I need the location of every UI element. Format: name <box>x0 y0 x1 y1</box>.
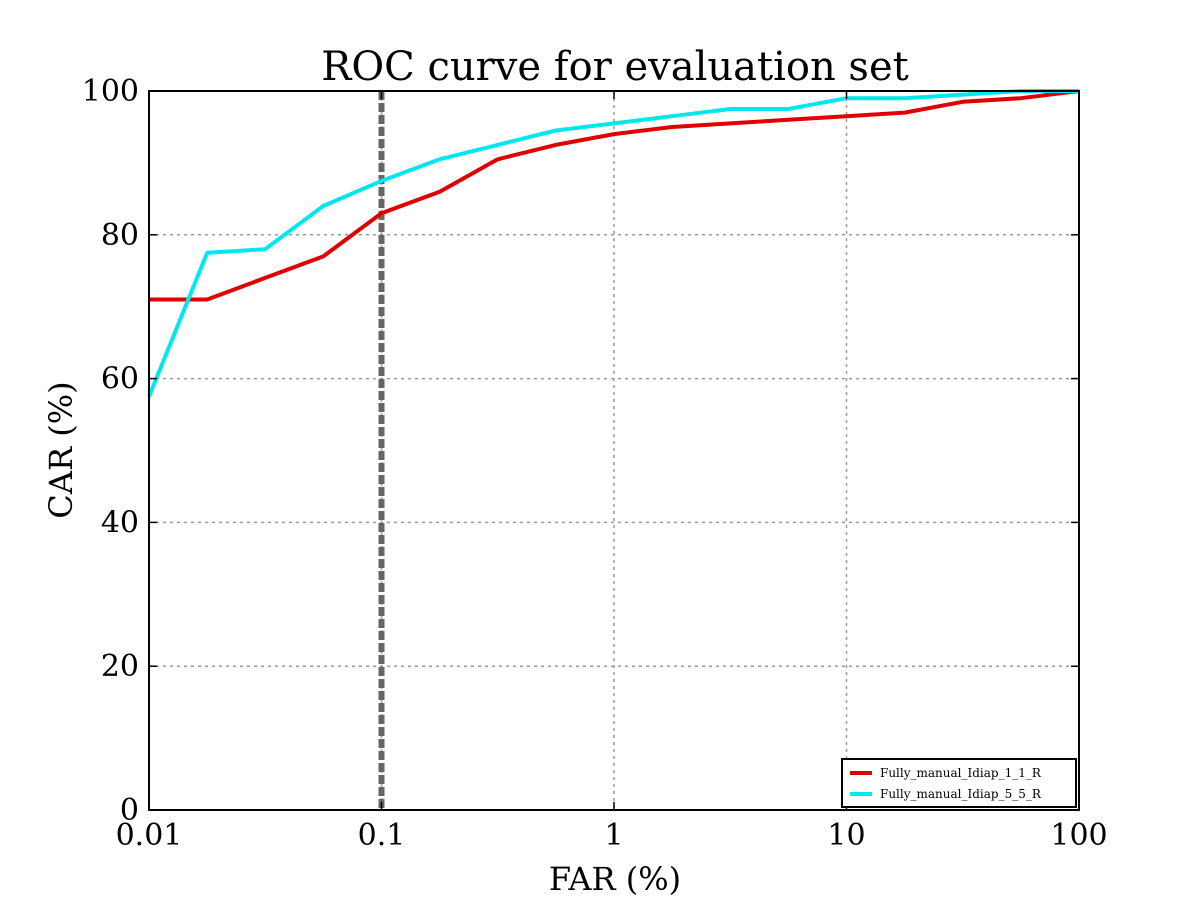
series-line-1 <box>149 89 1080 302</box>
y-tick-label: 40 <box>101 505 139 540</box>
grid-layer <box>149 91 1079 810</box>
y-tick-label: 60 <box>101 362 139 397</box>
y-tick-label: 0 <box>120 793 139 828</box>
series-line-2 <box>147 89 1079 398</box>
legend-label-2: Fully_manual_Idiap_5_5_R <box>880 787 1042 801</box>
y-axis-label: CAR (%) <box>42 381 80 518</box>
y-tick-label: 100 <box>82 74 139 109</box>
y-tick-label: 20 <box>101 649 139 684</box>
x-tick-label: 0.1 <box>358 818 406 853</box>
series-layer <box>147 89 1080 398</box>
x-axis-label: FAR (%) <box>549 860 681 898</box>
ticks-layer: 0.01 0.1 1 10 100 0 20 40 60 80 100 <box>82 74 1108 853</box>
x-tick-label: 1 <box>604 818 623 853</box>
legend-label-1: Fully_manual_Idiap_1_1_R <box>880 766 1042 780</box>
x-tick-label: 10 <box>827 818 865 853</box>
chart-title: ROC curve for evaluation set <box>321 44 908 90</box>
x-tick-label: 0.01 <box>116 818 183 853</box>
legend: Fully_manual_Idiap_1_1_R Fully_manual_Idi… <box>841 758 1077 808</box>
y-tick-label: 80 <box>101 218 139 253</box>
x-tick-label: 100 <box>1050 818 1107 853</box>
legend-box <box>841 758 1077 808</box>
